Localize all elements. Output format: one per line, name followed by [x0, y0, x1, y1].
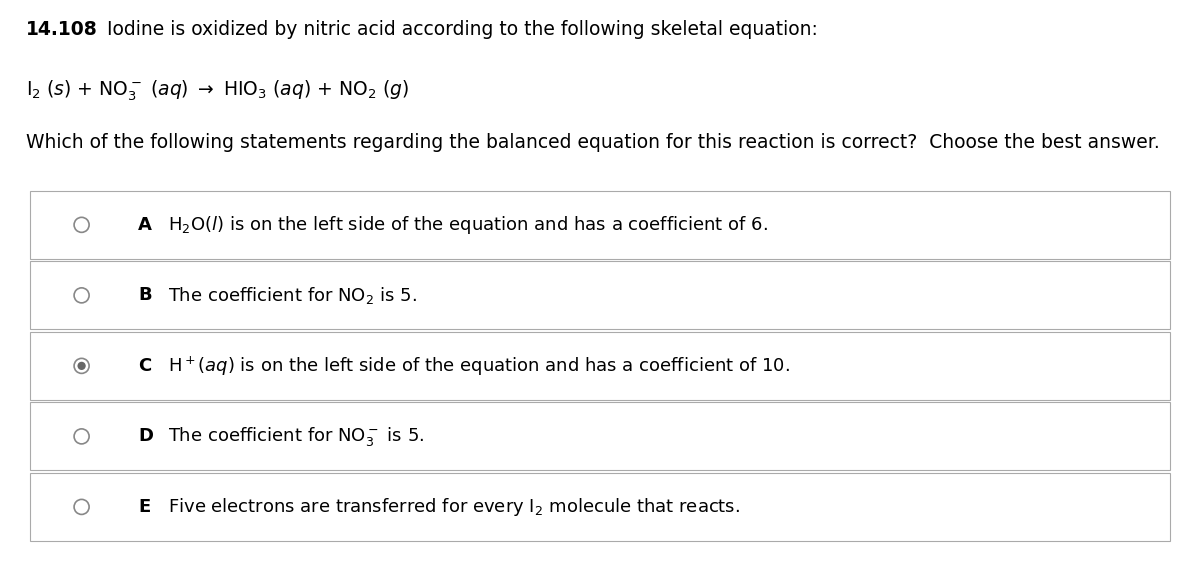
Text: H$^+$($\mathit{aq}$) is on the left side of the equation and has a coefficient o: H$^+$($\mathit{aq}$) is on the left side… [168, 354, 790, 377]
Ellipse shape [74, 499, 89, 514]
Text: D: D [138, 427, 154, 446]
Bar [30, 191, 1170, 259]
Bar [30, 473, 1170, 541]
Text: H$_2$O($\mathit{l}$) is on the left side of the equation and has a coefficient o: H$_2$O($\mathit{l}$) is on the left side… [168, 214, 768, 236]
Text: A: A [138, 216, 152, 234]
Text: The coefficient for NO$_2$ is 5.: The coefficient for NO$_2$ is 5. [168, 285, 416, 306]
Bar [30, 261, 1170, 329]
Text: Iodine is oxidized by nitric acid according to the following skeletal equation:: Iodine is oxidized by nitric acid accord… [101, 20, 817, 39]
Text: I$_2$ ($s$) + NO$_3^-$ ($aq$) $\rightarrow$ HIO$_3$ ($aq$) + NO$_2$ ($g$): I$_2$ ($s$) + NO$_3^-$ ($aq$) $\rightarr… [26, 78, 409, 102]
Ellipse shape [74, 288, 89, 303]
Text: 14.108: 14.108 [26, 20, 98, 39]
Text: Which of the following statements regarding the balanced equation for this react: Which of the following statements regard… [26, 133, 1160, 152]
Bar [30, 332, 1170, 400]
Text: B: B [138, 286, 151, 305]
Ellipse shape [74, 358, 89, 373]
Bar [30, 402, 1170, 470]
Ellipse shape [74, 429, 89, 444]
Text: E: E [138, 498, 150, 516]
Text: C: C [138, 357, 151, 375]
Text: The coefficient for NO$_3^-$ is 5.: The coefficient for NO$_3^-$ is 5. [168, 425, 425, 448]
Ellipse shape [78, 362, 85, 370]
Ellipse shape [74, 217, 89, 232]
Text: Five electrons are transferred for every I$_2$ molecule that reacts.: Five electrons are transferred for every… [168, 496, 740, 518]
